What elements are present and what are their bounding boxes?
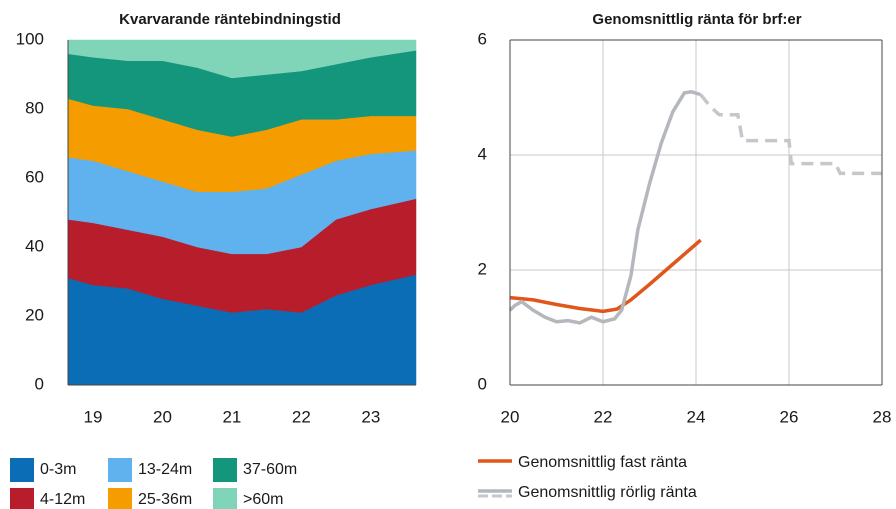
y-tick-label: 4 [478, 144, 487, 163]
y-tick-label: 20 [25, 305, 44, 324]
legend-label: Genomsnittlig rörlig ränta [518, 484, 697, 501]
y-tick-label: 6 [478, 29, 487, 48]
legend-label: Genomsnittlig fast ränta [518, 454, 687, 471]
x-tick-label: 28 [873, 407, 892, 426]
y-tick-label: 0 [478, 374, 487, 393]
x-tick-label: 26 [780, 407, 799, 426]
legend-swatch [10, 488, 34, 509]
y-tick-label: 2 [478, 259, 487, 278]
x-tick-label: 23 [361, 407, 380, 426]
legend-swatch [108, 458, 132, 482]
area [67, 39, 417, 79]
y-tick-label: 0 [35, 374, 44, 393]
legend-swatch [213, 458, 237, 482]
x-tick-label: 21 [222, 407, 241, 426]
chart-title: Kvarvarande räntebindningstid [119, 11, 341, 28]
legend-label: 25-36m [138, 491, 192, 508]
y-tick-label: 60 [25, 167, 44, 186]
x-tick-label: 20 [153, 407, 172, 426]
x-tick-label: 22 [292, 407, 311, 426]
x-tick-label: 19 [84, 407, 103, 426]
line [509, 238, 702, 314]
x-tick-label: 22 [594, 407, 613, 426]
chart-title: Genomsnittlig ränta för brf:er [592, 11, 801, 28]
legend-swatch [108, 488, 132, 509]
x-tick-label: 20 [501, 407, 520, 426]
legend-swatch [10, 458, 34, 482]
line [699, 93, 882, 176]
legend-label: >60m [243, 491, 283, 508]
legend-label: 37-60m [243, 461, 297, 478]
legend-swatch [213, 488, 237, 509]
legend-label: 0-3m [40, 461, 76, 478]
x-tick-label: 24 [687, 407, 706, 426]
legend-label: 4-12m [40, 491, 85, 508]
y-tick-label: 100 [16, 29, 44, 48]
y-tick-label: 40 [25, 236, 44, 255]
legend-label: 13-24m [138, 461, 192, 478]
line [508, 89, 702, 325]
y-tick-label: 80 [25, 98, 44, 117]
